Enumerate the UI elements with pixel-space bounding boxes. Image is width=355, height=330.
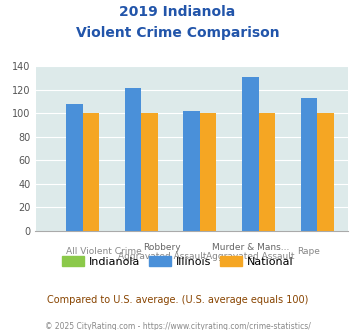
Text: Robbery: Robbery [143, 243, 181, 252]
Text: 2019 Indianola: 2019 Indianola [119, 5, 236, 19]
Bar [258, 113, 275, 231]
Bar [317, 113, 334, 231]
Bar [141, 113, 158, 231]
Bar [66, 104, 83, 231]
Text: All Violent Crime: All Violent Crime [66, 248, 142, 256]
Text: Aggravated Assault: Aggravated Assault [118, 252, 207, 261]
Bar [125, 88, 141, 231]
Text: Rape: Rape [297, 248, 321, 256]
Text: Aggravated Assault: Aggravated Assault [206, 252, 295, 261]
Text: Violent Crime Comparison: Violent Crime Comparison [76, 26, 279, 40]
Text: Murder & Mans...: Murder & Mans... [212, 243, 289, 252]
Bar [200, 113, 216, 231]
Legend: Indianola, Illinois, National: Indianola, Illinois, National [62, 256, 293, 267]
Bar [301, 98, 317, 231]
Text: © 2025 CityRating.com - https://www.cityrating.com/crime-statistics/: © 2025 CityRating.com - https://www.city… [45, 322, 310, 330]
Bar [242, 77, 258, 231]
Bar [83, 113, 99, 231]
Bar [184, 111, 200, 231]
Text: Compared to U.S. average. (U.S. average equals 100): Compared to U.S. average. (U.S. average … [47, 295, 308, 305]
